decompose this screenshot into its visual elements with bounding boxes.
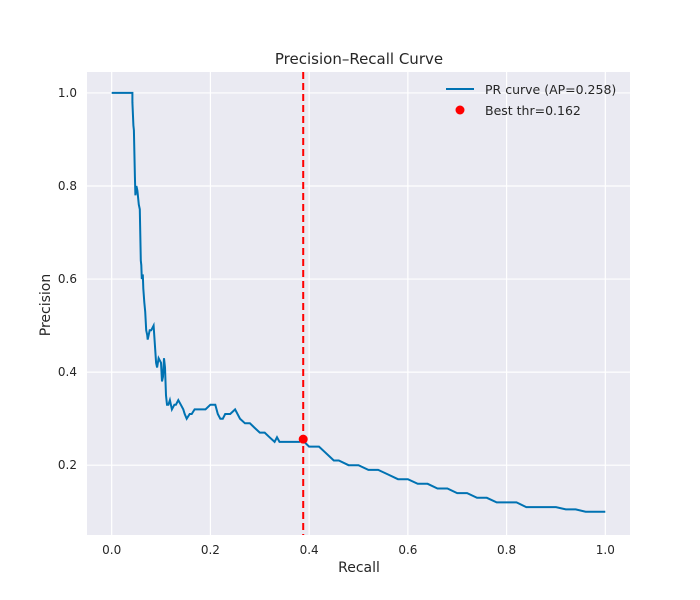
y-tick-label: 0.4 [58,365,77,379]
plot-area [87,72,630,535]
x-tick-labels: 0.0 0.2 0.4 0.6 0.8 1.0 [102,543,615,557]
best-threshold-point [298,434,308,444]
x-tick-label: 0.8 [497,543,516,557]
x-tick-label: 0.0 [102,543,121,557]
x-tick-label: 0.6 [398,543,417,557]
x-tick-label: 1.0 [596,543,615,557]
x-axis-label: Recall [338,560,380,576]
legend-dot-swatch [455,105,465,115]
legend-label-best: Best thr=0.162 [485,103,581,118]
legend-label-pr: PR curve (AP=0.258) [485,82,616,97]
legend: PR curve (AP=0.258) Best thr=0.162 [446,82,616,118]
y-tick-labels: 0.2 0.4 0.6 0.8 1.0 [58,86,77,472]
y-axis-label: Precision [38,274,54,336]
chart-title: Precision–Recall Curve [275,50,443,68]
x-tick-label: 0.2 [201,543,220,557]
y-tick-label: 0.8 [58,179,77,193]
y-tick-label: 0.2 [58,458,77,472]
y-tick-label: 1.0 [58,86,77,100]
grid [87,72,630,535]
x-tick-label: 0.4 [300,543,319,557]
y-tick-label: 0.6 [58,272,77,286]
pr-curve-line [111,91,606,513]
